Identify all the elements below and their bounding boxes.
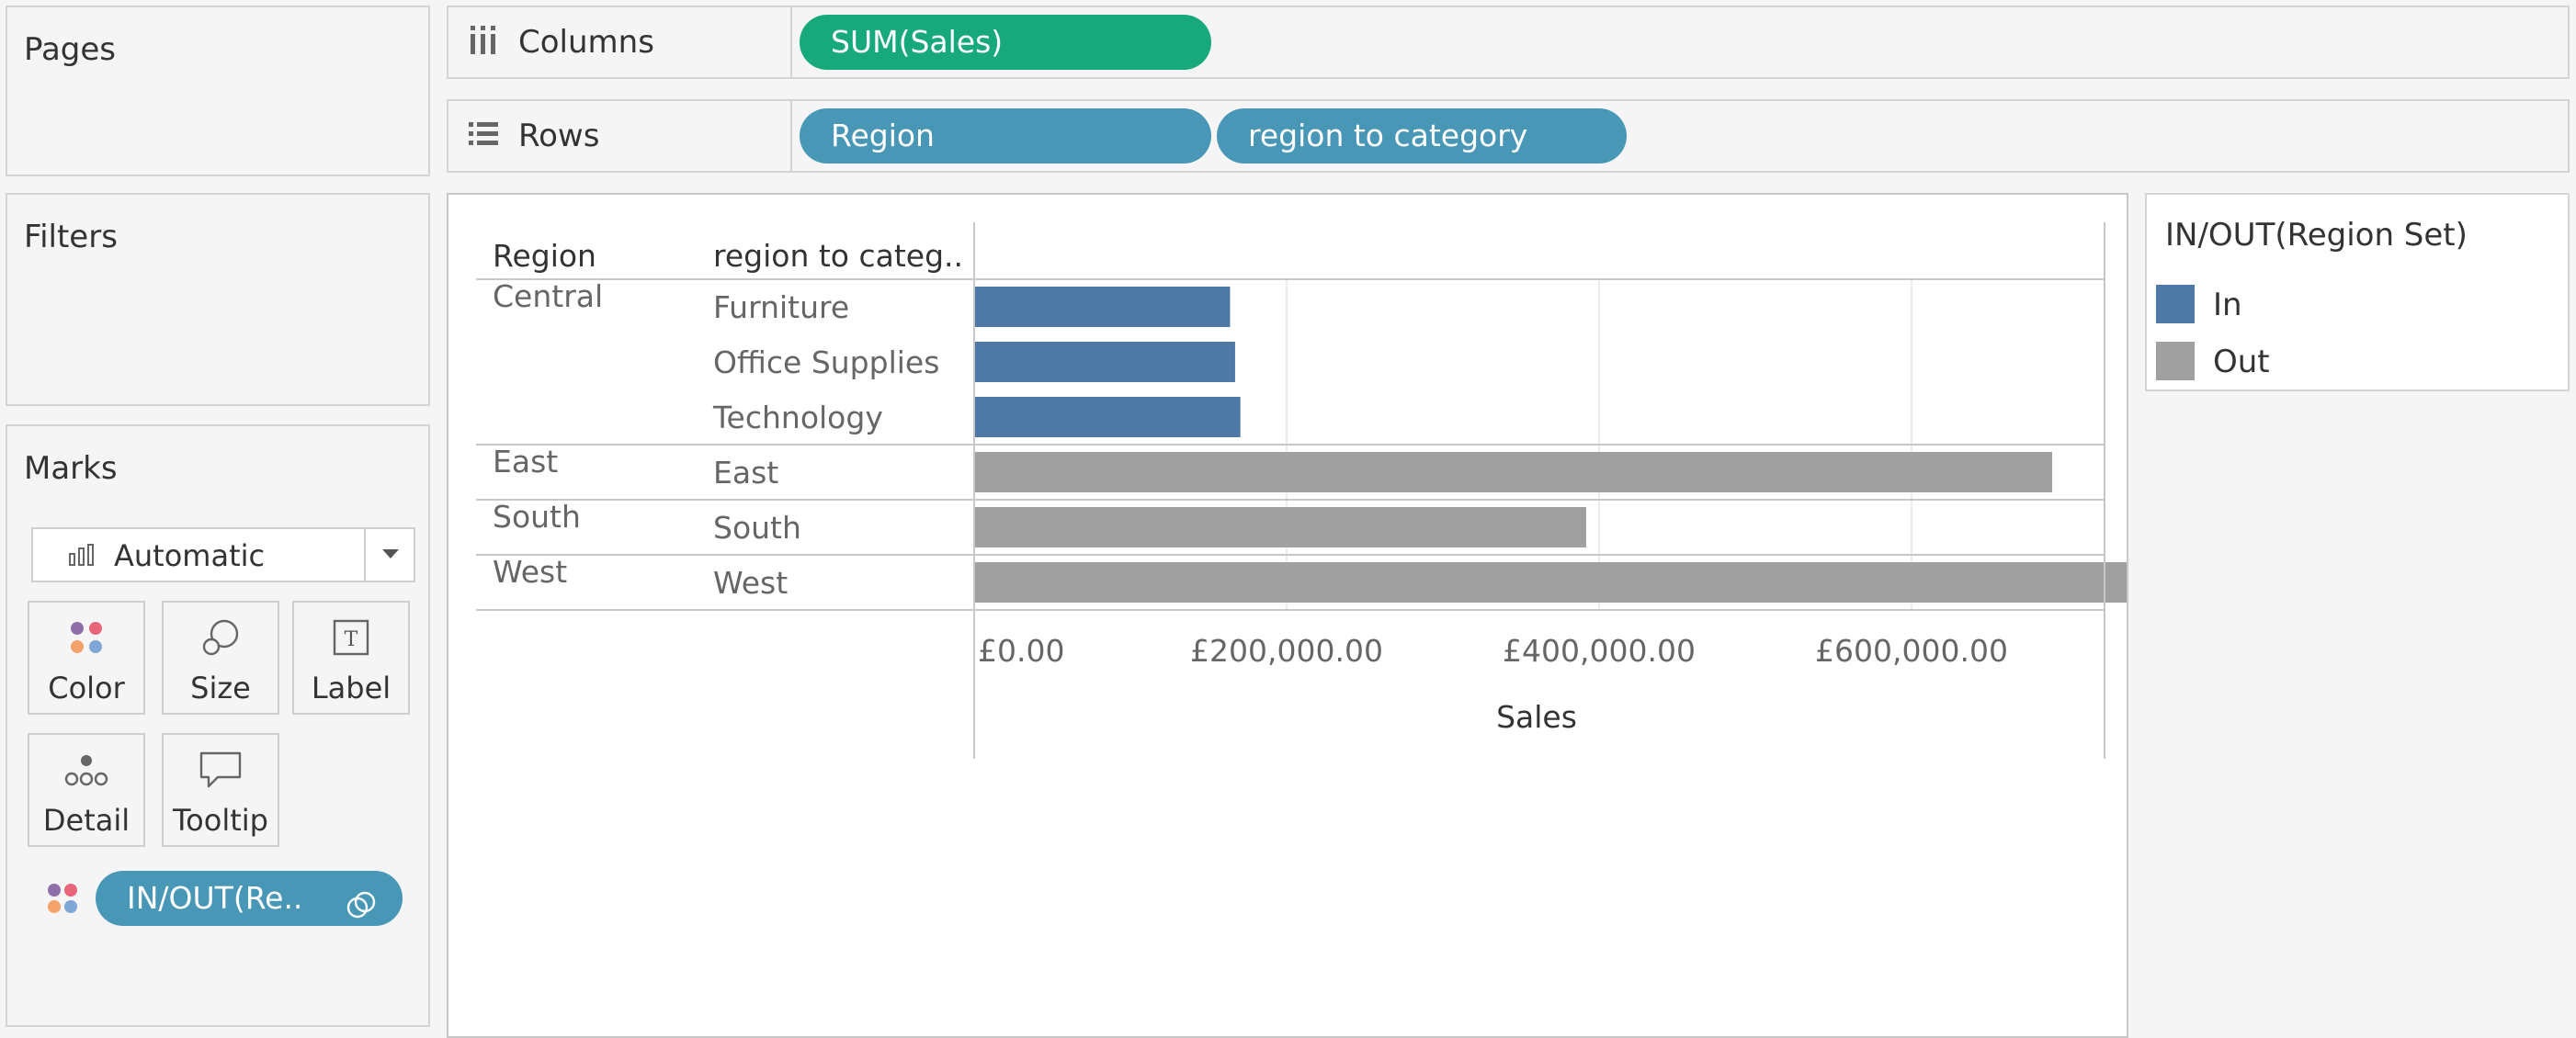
mark-type-dropdown[interactable]: Automatic bbox=[31, 527, 415, 582]
tooltip-icon bbox=[198, 750, 244, 790]
region-to-category-pill[interactable]: region to category bbox=[1217, 108, 1627, 164]
size-label: Size bbox=[190, 671, 251, 705]
category-label: West bbox=[713, 565, 788, 601]
pages-title: Pages bbox=[24, 31, 117, 68]
region-label: South bbox=[493, 499, 581, 535]
color-field-pill-label: IN/OUT(Re.. bbox=[127, 880, 303, 916]
bar-chart-icon bbox=[68, 543, 96, 570]
color-field-icon bbox=[44, 880, 81, 920]
legend-title: IN/OUT(Region Set) bbox=[2165, 217, 2468, 254]
size-icon bbox=[200, 617, 241, 658]
columns-shelf[interactable]: Columns SUM(Sales) bbox=[447, 6, 2570, 79]
bar-west bbox=[974, 562, 2127, 603]
marks-panel: Marks Automatic Color Size T Label Det bbox=[6, 424, 430, 1027]
mark-type-label: Automatic bbox=[114, 538, 266, 573]
size-button[interactable]: Size bbox=[162, 601, 279, 715]
legend-item-out[interactable]: Out bbox=[2147, 333, 2568, 388]
filters-panel: Filters bbox=[6, 193, 430, 406]
color-button[interactable]: Color bbox=[28, 601, 145, 715]
bar-technology bbox=[974, 397, 1241, 437]
color-label: Color bbox=[48, 671, 125, 705]
color-field-pill[interactable]: IN/OUT(Re.. bbox=[96, 871, 403, 926]
marks-title: Marks bbox=[24, 450, 118, 487]
x-tick-label: £400,000.00 bbox=[1503, 633, 1696, 669]
pages-panel: Pages bbox=[6, 6, 430, 176]
rows-shelf[interactable]: Rows Region region to category bbox=[447, 99, 2570, 173]
label-label: Label bbox=[311, 671, 392, 705]
region-pill[interactable]: Region bbox=[800, 108, 1211, 164]
filters-title: Filters bbox=[24, 219, 118, 255]
region-label: West bbox=[493, 554, 567, 590]
columns-label: Columns bbox=[518, 24, 654, 61]
color-icon bbox=[66, 617, 107, 658]
x-tick-label: £600,000.00 bbox=[1815, 633, 2008, 669]
columns-shelf-label: Columns bbox=[448, 7, 792, 77]
legend-item-in[interactable]: In bbox=[2147, 276, 2568, 331]
color-legend: IN/OUT(Region Set) In Out bbox=[2145, 193, 2570, 391]
sum-sales-pill[interactable]: SUM(Sales) bbox=[800, 15, 1211, 70]
bar-furniture bbox=[974, 287, 1231, 327]
chart-view[interactable]: Region region to categ.. Central Furniture O… bbox=[447, 193, 2128, 1038]
category-label: Technology bbox=[712, 400, 883, 435]
set-icon bbox=[346, 884, 377, 939]
legend-swatch-in bbox=[2156, 285, 2195, 323]
x-tick-label: £0.00 bbox=[978, 633, 1064, 669]
tooltip-label: Tooltip bbox=[173, 803, 268, 838]
detail-button[interactable]: Detail bbox=[28, 733, 145, 847]
legend-label-in: In bbox=[2213, 287, 2242, 323]
tooltip-button[interactable]: Tooltip bbox=[162, 733, 279, 847]
row-header-region: Region bbox=[493, 238, 596, 274]
rows-label: Rows bbox=[518, 118, 600, 154]
legend-swatch-out bbox=[2156, 342, 2195, 380]
region-label: Central bbox=[493, 278, 603, 314]
text-label-icon: T bbox=[331, 617, 371, 658]
category-label: Office Supplies bbox=[713, 344, 939, 380]
dropdown-arrow[interactable] bbox=[364, 529, 414, 581]
x-tick-label: £200,000.00 bbox=[1190, 633, 1383, 669]
bar-chart: Region region to categ.. Central Furniture O… bbox=[476, 222, 2127, 759]
detail-label: Detail bbox=[42, 803, 131, 838]
rows-shelf-label: Rows bbox=[448, 101, 792, 171]
row-header-category: region to categ.. bbox=[713, 238, 963, 274]
columns-icon bbox=[467, 24, 500, 57]
label-button[interactable]: T Label bbox=[292, 601, 410, 715]
bar-east bbox=[974, 452, 2052, 492]
region-label: East bbox=[493, 444, 558, 480]
detail-icon bbox=[62, 750, 110, 790]
category-label: East bbox=[713, 455, 778, 491]
x-axis-title: Sales bbox=[1496, 699, 1577, 735]
legend-label-out: Out bbox=[2213, 344, 2270, 380]
category-label: South bbox=[713, 510, 801, 546]
svg-text:T: T bbox=[345, 628, 358, 651]
rows-icon bbox=[467, 118, 500, 151]
legend-body: In Out bbox=[2147, 276, 2568, 389]
bar-south bbox=[974, 507, 1586, 547]
category-label: Furniture bbox=[713, 289, 849, 325]
bar-office-supplies bbox=[974, 342, 1235, 382]
